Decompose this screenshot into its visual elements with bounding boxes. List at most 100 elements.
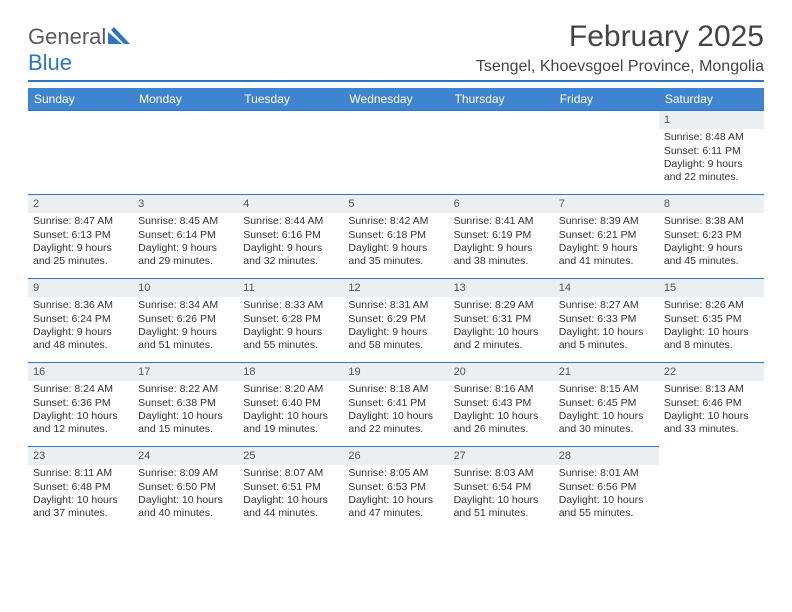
sunrise-text: Sunrise: 8:11 AM [33, 467, 128, 480]
day-body: Sunrise: 8:09 AMSunset: 6:50 PMDaylight:… [133, 465, 238, 526]
empty-cell [133, 110, 238, 194]
day-cell: 1Sunrise: 8:48 AMSunset: 6:11 PMDaylight… [659, 110, 764, 194]
sunset-text: Sunset: 6:41 PM [348, 397, 443, 410]
sunrise-text: Sunrise: 8:33 AM [243, 299, 338, 312]
day-cell: 15Sunrise: 8:26 AMSunset: 6:35 PMDayligh… [659, 278, 764, 362]
day-number: 20 [449, 363, 554, 381]
sunrise-text: Sunrise: 8:38 AM [664, 215, 759, 228]
day-cell: 26Sunrise: 8:05 AMSunset: 6:53 PMDayligh… [343, 446, 448, 530]
empty-cell [343, 110, 448, 194]
sunrise-text: Sunrise: 8:47 AM [33, 215, 128, 228]
day-body: Sunrise: 8:16 AMSunset: 6:43 PMDaylight:… [449, 381, 554, 442]
sunrise-text: Sunrise: 8:29 AM [454, 299, 549, 312]
sunrise-text: Sunrise: 8:07 AM [243, 467, 338, 480]
sunrise-text: Sunrise: 8:36 AM [33, 299, 128, 312]
day-cell: 28Sunrise: 8:01 AMSunset: 6:56 PMDayligh… [554, 446, 659, 530]
day-number: 2 [28, 195, 133, 213]
day-body: Sunrise: 8:48 AMSunset: 6:11 PMDaylight:… [659, 129, 764, 190]
sunset-text: Sunset: 6:36 PM [33, 397, 128, 410]
sunrise-text: Sunrise: 8:05 AM [348, 467, 443, 480]
day-number: 5 [343, 195, 448, 213]
day-body: Sunrise: 8:39 AMSunset: 6:21 PMDaylight:… [554, 213, 659, 274]
day-cell: 25Sunrise: 8:07 AMSunset: 6:51 PMDayligh… [238, 446, 343, 530]
daylight-text: Daylight: 10 hours and 30 minutes. [559, 410, 654, 437]
daylight-text: Daylight: 10 hours and 5 minutes. [559, 326, 654, 353]
sunrise-text: Sunrise: 8:26 AM [664, 299, 759, 312]
weekday-header: Friday [554, 88, 659, 110]
day-body: Sunrise: 8:03 AMSunset: 6:54 PMDaylight:… [449, 465, 554, 526]
day-body: Sunrise: 8:44 AMSunset: 6:16 PMDaylight:… [238, 213, 343, 274]
day-cell: 13Sunrise: 8:29 AMSunset: 6:31 PMDayligh… [449, 278, 554, 362]
daylight-text: Daylight: 10 hours and 15 minutes. [138, 410, 233, 437]
daylight-text: Daylight: 9 hours and 35 minutes. [348, 242, 443, 269]
empty-cell [28, 110, 133, 194]
sunset-text: Sunset: 6:54 PM [454, 481, 549, 494]
day-number: 12 [343, 279, 448, 297]
day-cell: 6Sunrise: 8:41 AMSunset: 6:19 PMDaylight… [449, 194, 554, 278]
day-number: 3 [133, 195, 238, 213]
day-number: 7 [554, 195, 659, 213]
sunrise-text: Sunrise: 8:16 AM [454, 383, 549, 396]
day-body: Sunrise: 8:22 AMSunset: 6:38 PMDaylight:… [133, 381, 238, 442]
weekday-header: Saturday [659, 88, 764, 110]
day-cell: 12Sunrise: 8:31 AMSunset: 6:29 PMDayligh… [343, 278, 448, 362]
brand-logo: General Blue [28, 24, 130, 76]
day-number: 26 [343, 447, 448, 465]
daylight-text: Daylight: 10 hours and 44 minutes. [243, 494, 338, 521]
day-number: 16 [28, 363, 133, 381]
weekday-header: Thursday [449, 88, 554, 110]
day-cell: 7Sunrise: 8:39 AMSunset: 6:21 PMDaylight… [554, 194, 659, 278]
day-body: Sunrise: 8:27 AMSunset: 6:33 PMDaylight:… [554, 297, 659, 358]
sunset-text: Sunset: 6:24 PM [33, 313, 128, 326]
daylight-text: Daylight: 9 hours and 29 minutes. [138, 242, 233, 269]
day-number: 24 [133, 447, 238, 465]
day-body: Sunrise: 8:41 AMSunset: 6:19 PMDaylight:… [449, 213, 554, 274]
sunset-text: Sunset: 6:45 PM [559, 397, 654, 410]
day-body: Sunrise: 8:07 AMSunset: 6:51 PMDaylight:… [238, 465, 343, 526]
month-title: February 2025 [476, 20, 764, 54]
day-body: Sunrise: 8:05 AMSunset: 6:53 PMDaylight:… [343, 465, 448, 526]
day-cell: 19Sunrise: 8:18 AMSunset: 6:41 PMDayligh… [343, 362, 448, 446]
day-body: Sunrise: 8:13 AMSunset: 6:46 PMDaylight:… [659, 381, 764, 442]
sunrise-text: Sunrise: 8:03 AM [454, 467, 549, 480]
day-number: 17 [133, 363, 238, 381]
day-cell: 11Sunrise: 8:33 AMSunset: 6:28 PMDayligh… [238, 278, 343, 362]
day-number: 25 [238, 447, 343, 465]
day-cell: 9Sunrise: 8:36 AMSunset: 6:24 PMDaylight… [28, 278, 133, 362]
day-number: 10 [133, 279, 238, 297]
sunset-text: Sunset: 6:29 PM [348, 313, 443, 326]
sunset-text: Sunset: 6:14 PM [138, 229, 233, 242]
day-body: Sunrise: 8:31 AMSunset: 6:29 PMDaylight:… [343, 297, 448, 358]
daylight-text: Daylight: 10 hours and 37 minutes. [33, 494, 128, 521]
day-number: 1 [659, 111, 764, 129]
sunset-text: Sunset: 6:43 PM [454, 397, 549, 410]
sunset-text: Sunset: 6:26 PM [138, 313, 233, 326]
sunrise-text: Sunrise: 8:24 AM [33, 383, 128, 396]
sunset-text: Sunset: 6:56 PM [559, 481, 654, 494]
daylight-text: Daylight: 9 hours and 32 minutes. [243, 242, 338, 269]
weekday-header: Monday [133, 88, 238, 110]
day-number: 18 [238, 363, 343, 381]
daylight-text: Daylight: 10 hours and 40 minutes. [138, 494, 233, 521]
sunset-text: Sunset: 6:38 PM [138, 397, 233, 410]
daylight-text: Daylight: 9 hours and 48 minutes. [33, 326, 128, 353]
weekday-header: Tuesday [238, 88, 343, 110]
header: General Blue February 2025 Tsengel, Khoe… [28, 20, 764, 76]
day-cell: 27Sunrise: 8:03 AMSunset: 6:54 PMDayligh… [449, 446, 554, 530]
day-body: Sunrise: 8:36 AMSunset: 6:24 PMDaylight:… [28, 297, 133, 358]
sunset-text: Sunset: 6:51 PM [243, 481, 338, 494]
day-number: 15 [659, 279, 764, 297]
daylight-text: Daylight: 10 hours and 26 minutes. [454, 410, 549, 437]
day-cell: 8Sunrise: 8:38 AMSunset: 6:23 PMDaylight… [659, 194, 764, 278]
sunset-text: Sunset: 6:16 PM [243, 229, 338, 242]
sunrise-text: Sunrise: 8:09 AM [138, 467, 233, 480]
weekday-header: Sunday [28, 88, 133, 110]
day-number: 9 [28, 279, 133, 297]
day-cell: 20Sunrise: 8:16 AMSunset: 6:43 PMDayligh… [449, 362, 554, 446]
day-cell: 4Sunrise: 8:44 AMSunset: 6:16 PMDaylight… [238, 194, 343, 278]
daylight-text: Daylight: 10 hours and 8 minutes. [664, 326, 759, 353]
daylight-text: Daylight: 9 hours and 55 minutes. [243, 326, 338, 353]
sunrise-text: Sunrise: 8:13 AM [664, 383, 759, 396]
day-cell: 16Sunrise: 8:24 AMSunset: 6:36 PMDayligh… [28, 362, 133, 446]
day-cell: 21Sunrise: 8:15 AMSunset: 6:45 PMDayligh… [554, 362, 659, 446]
